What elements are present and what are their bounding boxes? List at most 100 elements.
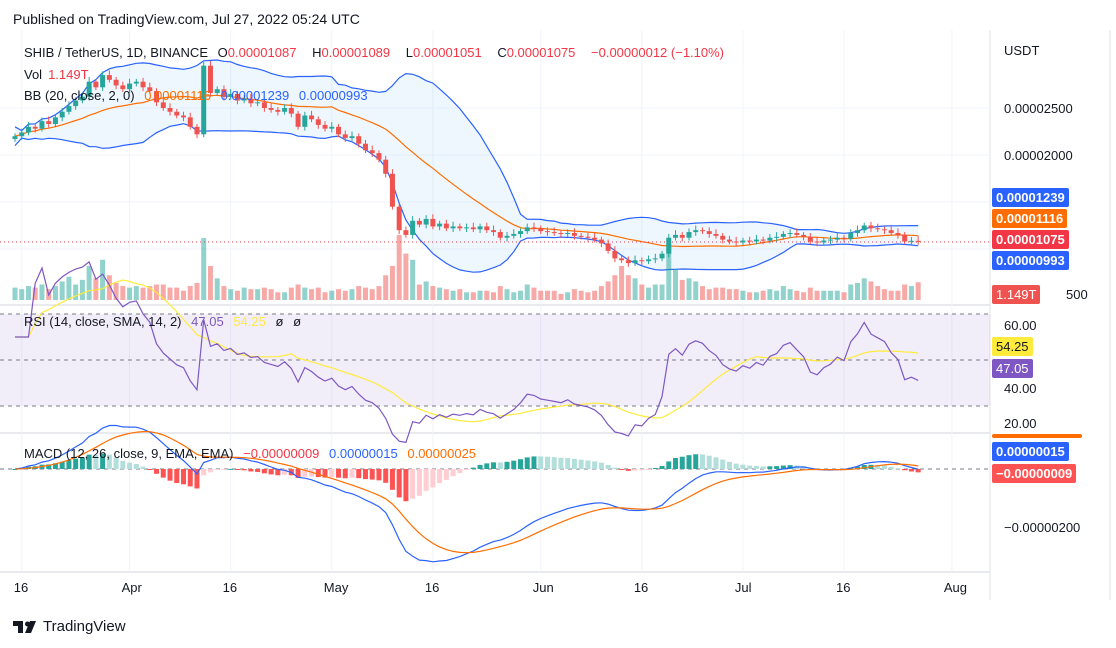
macd-histogram-bar	[450, 469, 456, 477]
macd-histogram-bar	[578, 459, 584, 469]
rsi-ma-line	[15, 279, 919, 423]
candle-body	[376, 153, 382, 160]
macd-tag: 0.00000015	[992, 442, 1069, 461]
macd-histogram-bar	[268, 469, 274, 475]
candle-body	[147, 87, 153, 92]
last-price-tag: 0.00001075	[992, 230, 1069, 249]
close-value: 0.00001075	[506, 45, 576, 60]
candle-body	[181, 115, 186, 118]
volume-bar	[518, 290, 523, 300]
volume-bar	[396, 235, 402, 300]
volume-bar	[828, 290, 834, 300]
macd-histogram-bar	[760, 466, 766, 469]
macd-histogram-bar	[46, 464, 52, 469]
volume-bar	[140, 287, 146, 300]
volume-bar	[646, 287, 652, 300]
candle-body	[794, 233, 800, 235]
candle-body	[720, 235, 726, 240]
macd-line	[14, 424, 919, 563]
macd-histogram-bar	[571, 458, 577, 469]
macd-legend: MACD (12, 26, close, 9, EMA, EMA) −0.000…	[24, 446, 482, 461]
volume-bar	[113, 282, 119, 300]
volume-bar	[659, 284, 665, 300]
macd-histogram-bar	[585, 460, 591, 469]
candle-body	[538, 228, 544, 232]
candle-body	[470, 227, 476, 230]
candle-body	[578, 235, 584, 237]
macd-histogram-bar	[625, 469, 631, 471]
candle-body	[733, 241, 739, 243]
macd-histogram-bar	[726, 461, 732, 469]
candle-body	[571, 233, 577, 236]
candle-body	[268, 108, 274, 110]
volume-bar	[720, 287, 726, 300]
rsi-label: RSI (14, close, SMA, 14, 2)	[24, 314, 182, 329]
candle-body	[531, 227, 537, 229]
macd-value: 0.00000015	[329, 446, 398, 461]
macd-histogram-bar	[194, 469, 200, 489]
candle-body	[693, 230, 699, 233]
macd-histogram-bar	[228, 468, 234, 470]
macd-histogram-bar	[369, 469, 375, 480]
macd-histogram-bar	[706, 455, 712, 469]
candle-body	[518, 231, 523, 234]
macd-histogram-bar	[511, 460, 517, 469]
candle-body	[336, 126, 342, 135]
volume-bar	[275, 292, 281, 300]
candle-body	[868, 225, 874, 229]
published-caption: Published on TradingView.com, Jul 27, 20…	[13, 11, 360, 27]
candle-body	[821, 240, 827, 243]
volume-bar	[356, 286, 362, 300]
candle-body	[25, 126, 31, 133]
rsi-tick: 60.00	[1004, 318, 1037, 333]
volume-bar	[875, 286, 881, 300]
candle-body	[214, 89, 220, 93]
macd-histogram-bar	[356, 469, 362, 479]
tradingview-logo-icon	[13, 620, 36, 633]
candle-body	[760, 239, 766, 241]
volume-bar	[767, 289, 773, 300]
macd-histogram-bar	[457, 469, 463, 474]
volume-bar	[437, 287, 443, 300]
high-value: 0.00001089	[321, 45, 391, 60]
macd-histogram-bar	[282, 469, 288, 475]
macd-histogram-bar	[881, 465, 887, 469]
macd-histogram-bar	[531, 456, 537, 469]
price-tick: 0.00002500	[1004, 101, 1073, 116]
candle-body	[625, 260, 631, 264]
volume-bar	[214, 278, 220, 300]
macd-histogram-bar	[497, 462, 503, 469]
macd-histogram-bar	[241, 469, 247, 471]
macd-histogram-bar	[174, 469, 180, 483]
symbol-name: SHIB / TetherUS, 1D, BINANCE	[24, 45, 208, 60]
rsi-tag: 47.05	[992, 359, 1033, 378]
volume-bar	[612, 275, 618, 300]
volume-bar	[59, 281, 65, 300]
candle-body	[309, 115, 315, 120]
volume-bar	[915, 282, 921, 300]
candle-body	[511, 233, 517, 236]
macd-tick: −0.00000200	[1004, 520, 1081, 535]
candle-body	[814, 241, 820, 243]
candle-body	[349, 136, 355, 139]
candle-body	[902, 234, 908, 242]
volume-bar	[895, 290, 901, 300]
macd-histogram-bar	[484, 463, 490, 469]
macd-histogram-bar	[902, 469, 908, 471]
candle-body	[443, 223, 449, 229]
macd-histogram-bar	[423, 469, 429, 491]
candle-body	[241, 98, 247, 101]
macd-histogram-bar	[133, 464, 139, 469]
candle-body	[605, 243, 611, 251]
macd-histogram-bar	[248, 469, 254, 472]
candle-body	[659, 253, 665, 259]
candle-body	[787, 233, 793, 235]
candle-body	[255, 102, 261, 104]
volume-bar	[93, 278, 99, 300]
volume-bar	[221, 286, 227, 300]
volume-bar	[902, 284, 908, 300]
candle-body	[410, 220, 416, 235]
candle-body	[592, 237, 598, 240]
candle-body	[881, 229, 887, 231]
